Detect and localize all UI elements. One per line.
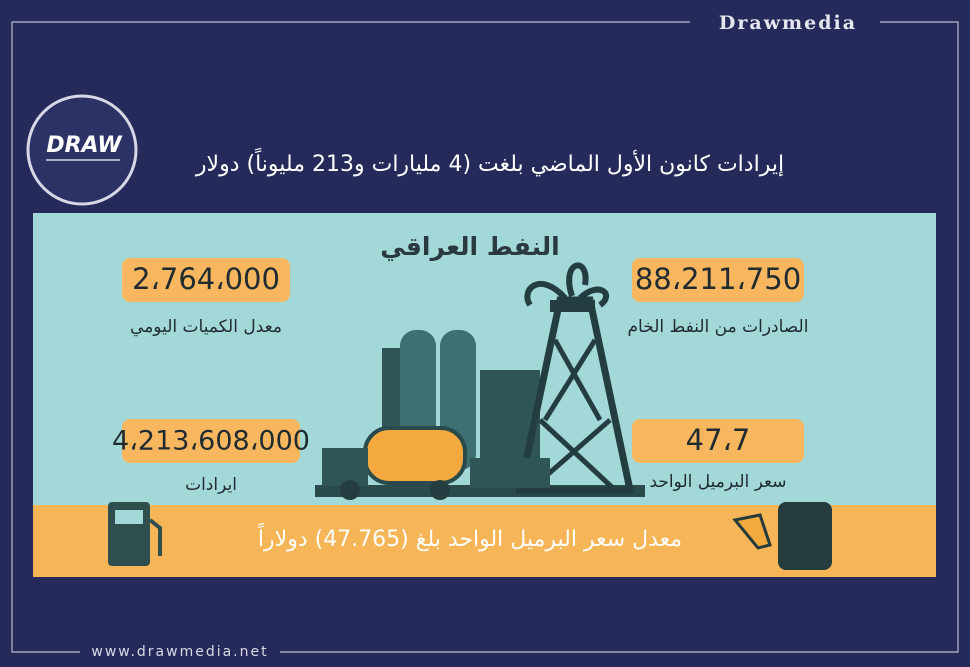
stat-boxes: [122, 258, 804, 463]
stat-value: 4،213،608،000: [112, 426, 310, 457]
stat-label: معدل الكميات اليومي: [130, 317, 282, 337]
stat-value: 88،211،750: [635, 262, 801, 296]
stat-label: الصادرات من النفط الخام: [628, 317, 809, 337]
stat-label: سعر البرميل الواحد: [650, 472, 787, 492]
stat-value: 2،764،000: [132, 262, 280, 296]
refinery-illustration: [315, 262, 645, 500]
footer-url: www.drawmedia.net: [91, 644, 268, 660]
brand: Drawmedia: [719, 12, 857, 34]
logo-text: DRAW: [46, 133, 123, 158]
fuel-pump-icon: [108, 502, 162, 566]
headline: إيرادات كانون الأول الماضي بلغت (4 مليار…: [195, 147, 784, 177]
frame: [11, 21, 959, 653]
banner-text: معدل سعر البرميل الواحد بلغ (47.765) دول…: [257, 522, 682, 552]
stat-label: ايرادات: [185, 475, 237, 495]
barrel-icon: [732, 502, 832, 570]
logo: DRAW: [26, 94, 138, 206]
panel-title: النفط العراقي: [380, 232, 559, 262]
stat-value: 47،7: [686, 423, 751, 457]
